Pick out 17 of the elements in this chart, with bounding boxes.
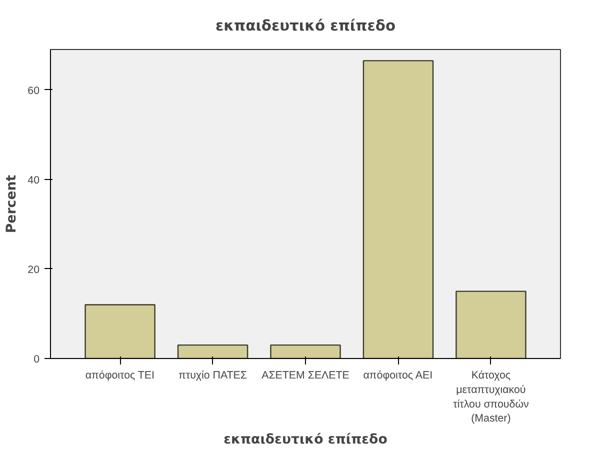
x-tick-label: Κάτοχος μεταπτυχιακού τίτλου σπουδών (Master) <box>453 370 529 425</box>
y-axis-title: Percent <box>4 174 20 234</box>
y-tick-label: 20 <box>28 264 40 276</box>
y-tick-label: 40 <box>28 174 40 186</box>
bar <box>177 344 248 358</box>
x-tick-label: πτυχίο ΠΑΤΕΣ <box>178 370 248 382</box>
bar <box>270 344 341 358</box>
x-tick-label: ΑΣΕΤΕΜ ΣΕΛΕΤΕ <box>262 370 350 382</box>
x-tick-label: απόφοιτος ΤΕΙ <box>85 370 155 382</box>
chart-title: εκπαιδευτικό επίπεδο <box>215 18 396 34</box>
x-axis-title: εκπαιδευτικό επίπεδο <box>224 432 388 448</box>
y-tick-label: 60 <box>28 84 40 97</box>
bar <box>456 290 526 358</box>
bar <box>84 304 156 358</box>
x-tick-label: απόφοιτος ΑΕΙ <box>363 370 433 382</box>
y-tick-label: 0 <box>34 354 40 366</box>
bar <box>362 60 434 358</box>
